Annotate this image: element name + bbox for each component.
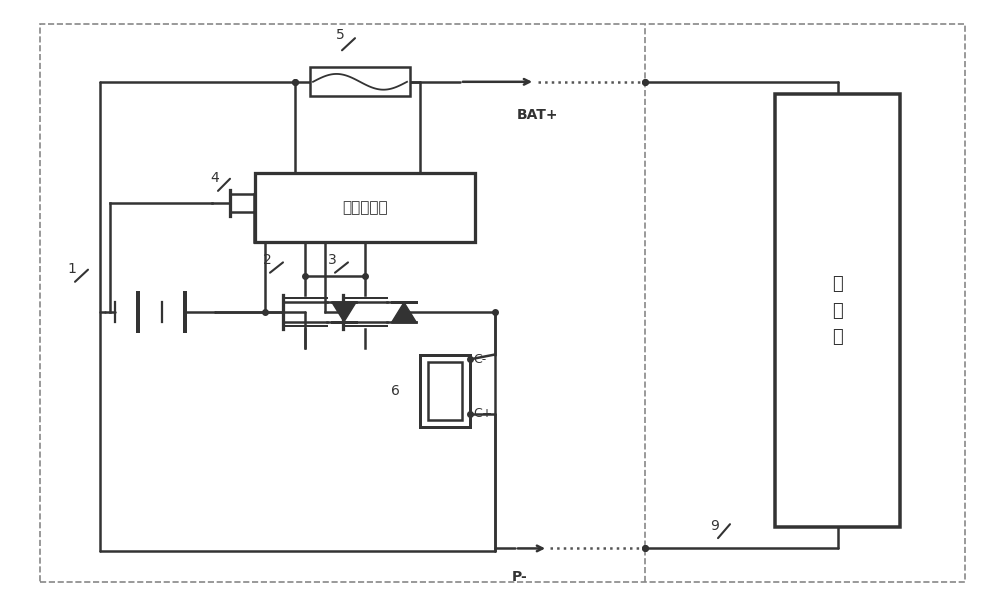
Text: 电池保护板: 电池保护板 — [342, 200, 388, 215]
Text: P-: P- — [512, 570, 528, 584]
Text: 6: 6 — [391, 384, 399, 398]
Text: 2: 2 — [263, 253, 271, 267]
Text: 9: 9 — [711, 519, 719, 533]
Text: 4: 4 — [211, 171, 219, 185]
FancyBboxPatch shape — [775, 94, 900, 527]
Text: C-: C- — [473, 353, 486, 366]
Text: C+: C+ — [473, 407, 492, 421]
Text: 1: 1 — [68, 262, 76, 276]
FancyBboxPatch shape — [420, 355, 470, 427]
Text: 3: 3 — [328, 253, 336, 267]
Polygon shape — [392, 302, 416, 322]
Polygon shape — [332, 302, 356, 322]
Text: 5: 5 — [336, 28, 344, 42]
Text: 控
制
器: 控 制 器 — [832, 275, 843, 346]
FancyBboxPatch shape — [310, 67, 410, 96]
FancyBboxPatch shape — [255, 173, 475, 242]
Text: BAT+: BAT+ — [517, 108, 559, 122]
FancyBboxPatch shape — [428, 362, 462, 420]
